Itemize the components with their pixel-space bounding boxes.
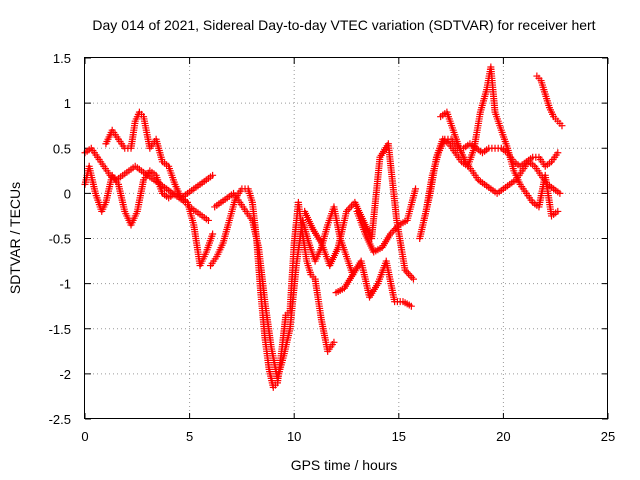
data-point xyxy=(330,338,338,346)
data-point xyxy=(558,122,566,130)
x-tick-label: 15 xyxy=(392,429,406,444)
y-tick-label: -1 xyxy=(59,277,71,292)
data-point xyxy=(554,149,562,157)
x-tick-label: 5 xyxy=(186,429,193,444)
y-tick-label: 0.5 xyxy=(53,141,71,156)
chart-title: Day 014 of 2021, Sidereal Day-to-day VTE… xyxy=(92,17,595,33)
y-tick-label: 0 xyxy=(64,186,71,201)
data-point xyxy=(554,207,562,215)
y-tick-label: -1.5 xyxy=(49,322,71,337)
y-tick-label: -2.5 xyxy=(49,412,71,427)
data-point xyxy=(412,185,420,193)
y-axis-label: SDTVAR / TECUs xyxy=(7,182,23,294)
y-tick-label: 1 xyxy=(64,96,71,111)
y-tick-label: -0.5 xyxy=(49,232,71,247)
data-point xyxy=(409,275,417,283)
data-marks xyxy=(81,63,566,391)
data-point xyxy=(407,302,415,310)
data-point xyxy=(556,189,564,197)
data-point xyxy=(209,230,217,238)
y-tick-label: -2 xyxy=(59,367,71,382)
x-axis-label: GPS time / hours xyxy=(291,457,398,473)
data-point xyxy=(209,171,217,179)
y-tick-label: 1.5 xyxy=(53,51,71,66)
x-tick-label: 10 xyxy=(287,429,301,444)
plot-frame xyxy=(84,57,608,419)
data-point xyxy=(204,216,212,224)
x-tick-label: 25 xyxy=(601,429,615,444)
x-tick-label: 0 xyxy=(81,429,88,444)
x-tick-label: 20 xyxy=(496,429,510,444)
